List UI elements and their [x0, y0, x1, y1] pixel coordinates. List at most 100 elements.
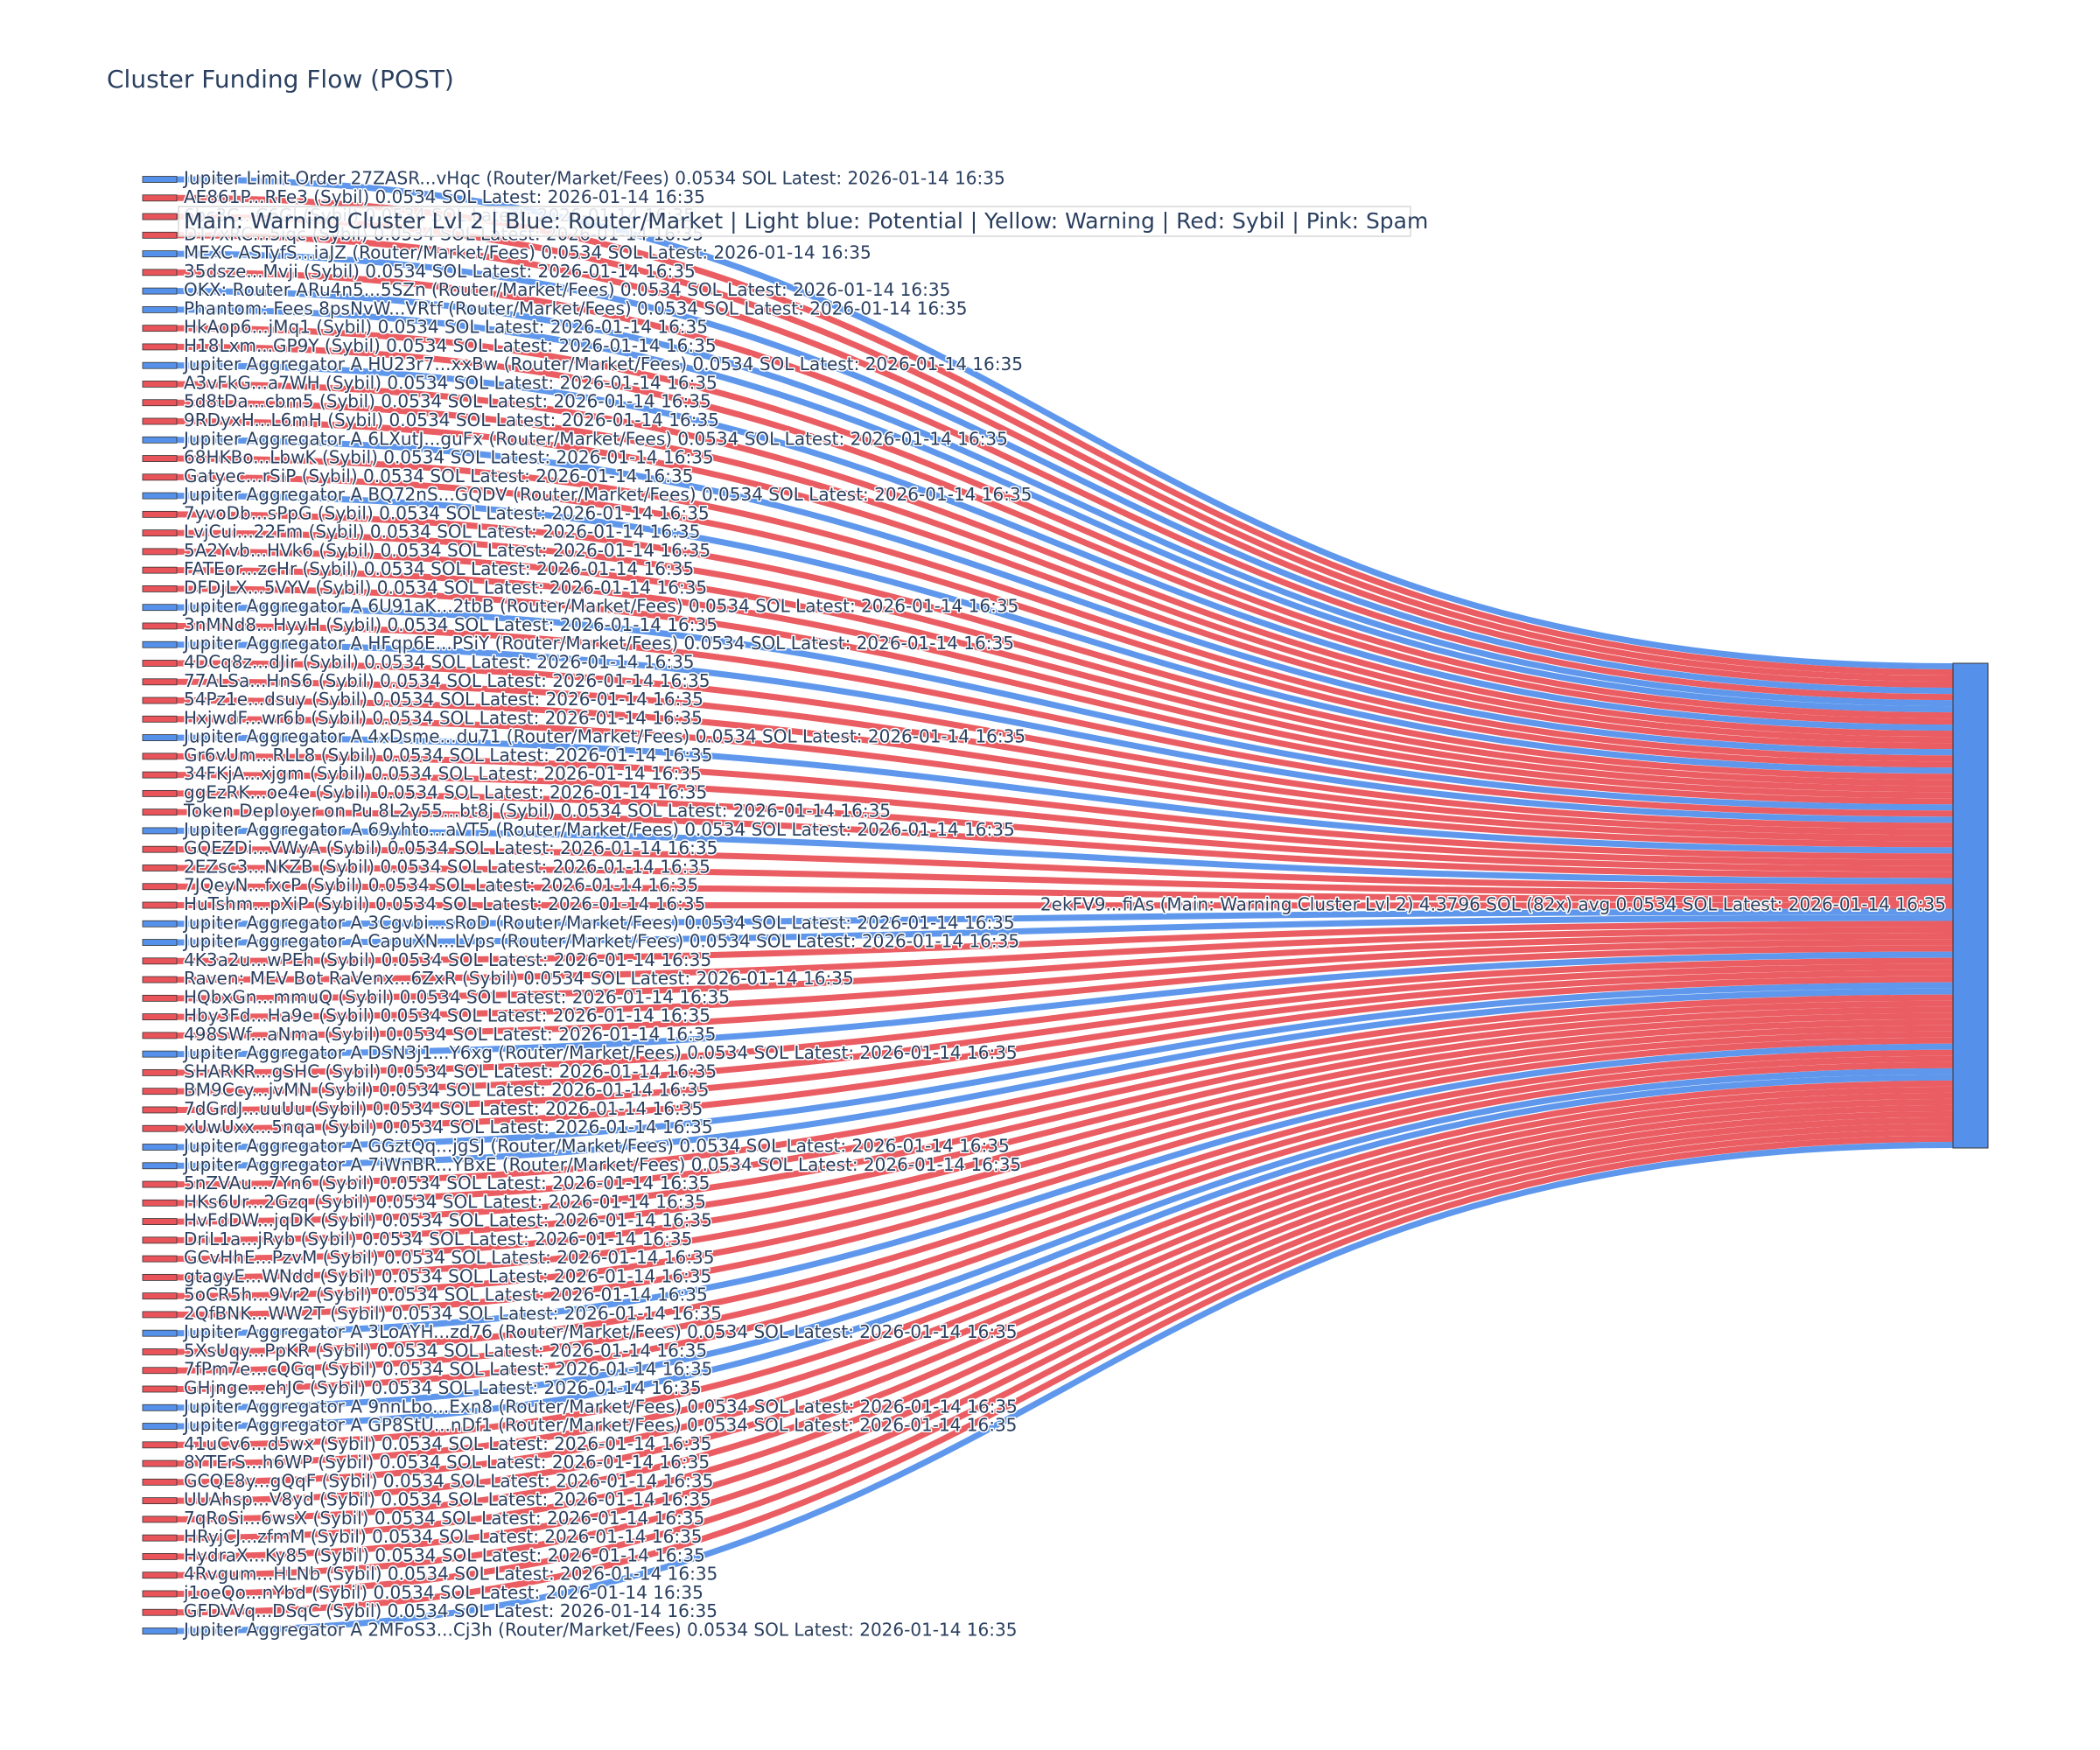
node-label: 8YTErS...h6WP (Sybil) 0.0534 SOL Latest:… [184, 1452, 710, 1473]
link [176, 1025, 1954, 1281]
link [176, 963, 1954, 1095]
source-node [142, 1590, 178, 1598]
source-node [142, 1608, 178, 1616]
source-node [142, 752, 178, 760]
node-label: H18Lxm...GP9Y (Sybil) 0.0534 SOL Latest:… [184, 335, 717, 356]
node-label: 5d8tDa...cbm5 (Sybil) 0.0534 SOL Latest:… [184, 391, 711, 412]
source-node [142, 640, 178, 648]
node-label: Jupiter Aggregator A GGztQq...jgSJ (Rout… [182, 1136, 1010, 1157]
node-label: Token Deployer on Pu 8L2y55...bt8j (Sybi… [183, 801, 891, 822]
link [176, 250, 1954, 695]
chart-title: Cluster Funding Flow (POST) [107, 65, 454, 94]
link [176, 933, 1954, 1002]
source-node [142, 1236, 178, 1244]
node-label: 7qRoSi...6wsX (Sybil) 0.0534 SOL Latest:… [184, 1508, 704, 1529]
source-node [142, 455, 178, 462]
source-node [142, 1106, 178, 1114]
annotation-box [178, 206, 1411, 237]
node-label: 4DCq8z...dJir (Sybil) 0.0534 SOL Latest:… [184, 652, 695, 673]
link [176, 1074, 1954, 1430]
node-label: Jupiter Limit Order 27ZASR...vHqc (Route… [182, 168, 1005, 189]
link [176, 988, 1954, 1169]
link [176, 1135, 1954, 1616]
source-node [142, 1348, 178, 1355]
link [176, 790, 1954, 872]
link [176, 1037, 1954, 1318]
node-label: Jupiter Aggregator A 6U91aK...2tbB (Rout… [182, 596, 1018, 617]
source-node [142, 566, 178, 574]
source-node [142, 1385, 178, 1393]
target-label: 2ekFV9...fiAs (Main: Warning Cluster Lvl… [1040, 894, 1946, 915]
source-node [142, 269, 178, 276]
source-node [142, 1534, 178, 1542]
source-node [142, 194, 178, 202]
link [176, 883, 1954, 903]
source-node [142, 305, 178, 313]
node-label: 7fPm7e...cQGq (Sybil) 0.0534 SOL Latest:… [184, 1359, 712, 1380]
node-label: 9RDyxH...L6mH (Sybil) 0.0534 SOL Latest:… [184, 410, 719, 430]
link [176, 827, 1954, 885]
node-label: GCQE8y...gQqF (Sybil) 0.0534 SOL Latest:… [184, 1470, 713, 1491]
node-label: Jupiter Aggregator A HU23r7...xxBw (Rout… [182, 354, 1023, 374]
link [176, 1086, 1954, 1467]
source-node [142, 920, 178, 928]
link [176, 1006, 1954, 1225]
source-node [142, 1050, 178, 1058]
node-label: Jupiter Aggregator A 2MFoS3...Cj3h (Rout… [182, 1620, 1017, 1641]
node-label: OKX: Router ARu4n5...5SZn (Router/Market… [184, 279, 950, 300]
link [176, 1104, 1954, 1522]
node-label: Jupiter Aggregator A HFqp6E...PSiY (Rout… [182, 633, 1014, 654]
source-node [142, 976, 178, 984]
node-label: 498SWf...aNma (Sybil) 0.0534 SOL Latest:… [184, 1024, 716, 1045]
link [176, 306, 1954, 713]
link [176, 752, 1954, 860]
link [176, 548, 1954, 793]
link [176, 493, 1954, 774]
link [176, 678, 1954, 836]
source-node [142, 399, 178, 407]
link [176, 437, 1954, 756]
source-node [142, 1628, 178, 1634]
link [176, 1055, 1954, 1374]
node-label: 5A2Yvb...HVk6 (Sybil) 0.0534 SOL Latest:… [184, 540, 710, 561]
source-node [142, 1460, 178, 1467]
source-node [142, 231, 178, 239]
node-label: Jupiter Aggregator A DSN3j1...Y6xg (Rout… [182, 1042, 1018, 1063]
node-label: Jupiter Aggregator A 6LXutJ...guFx (Rout… [182, 428, 1008, 449]
source-node [142, 1572, 178, 1579]
source-node [142, 436, 178, 444]
source-node [142, 1218, 178, 1225]
node-label: Jupiter Aggregator A BQ72nS...GQDV (Rout… [182, 484, 1032, 505]
link [176, 951, 1954, 1058]
node-label: A3vFkG...a7WH (Sybil) 0.0534 SOL Latest:… [184, 372, 718, 393]
source-node [142, 678, 178, 686]
source-node [142, 715, 178, 723]
node-label: HQbxGn...mmuQ (Sybil) 0.0534 SOL Latest:… [184, 986, 730, 1007]
link [176, 1031, 1954, 1299]
node-label: 5nZVAu...7Yn6 (Sybil) 0.0534 SOL Latest:… [184, 1172, 710, 1194]
source-node [142, 1516, 178, 1523]
node-label: gtagyE...WNdd (Sybil) 0.0534 SOL Latest:… [184, 1265, 711, 1286]
link [176, 214, 1954, 682]
node-label: Raven: MEV Bot RaVenx...6ZxR (Sybil) 0.0… [184, 968, 854, 989]
source-node [142, 1441, 178, 1449]
link [176, 994, 1954, 1188]
node-label: 4Rvgum...HLNb (Sybil) 0.0534 SOL Latest:… [184, 1564, 718, 1585]
node-label: 7yvoDb...sPpG (Sybil) 0.0534 SOL Latest:… [184, 502, 710, 523]
node-label: 4K3a2u...wPEh (Sybil) 0.0534 SOL Latest:… [184, 949, 711, 970]
source-node [142, 1144, 178, 1151]
node-label: Phantom: Fees 8psNvW...VRtf (Router/Mark… [184, 298, 967, 318]
node-label: HkAop6...jMq1 (Sybil) 0.0534 SOL Latest:… [184, 317, 708, 338]
link [176, 908, 1954, 928]
source-node [142, 1255, 178, 1263]
link [176, 734, 1954, 854]
link [176, 970, 1954, 1113]
node-label: Jupiter Aggregator A 3LoAYH...zd76 (Rout… [182, 1321, 1018, 1342]
source-node [142, 957, 178, 965]
node-label: Jupiter Aggregator A GP8StU...nDf1 (Rout… [182, 1415, 1017, 1436]
link [176, 269, 1954, 701]
node-label: Gr6vUm...RLL8 (Sybil) 0.0534 SOL Latest:… [184, 745, 712, 766]
node-label: GCvHhE...PzvM (Sybil) 0.0534 SOL Latest:… [184, 1247, 714, 1268]
node-label: 7dGrdJ...uuUu (Sybil) 0.0534 SOL Latest:… [184, 1098, 703, 1119]
